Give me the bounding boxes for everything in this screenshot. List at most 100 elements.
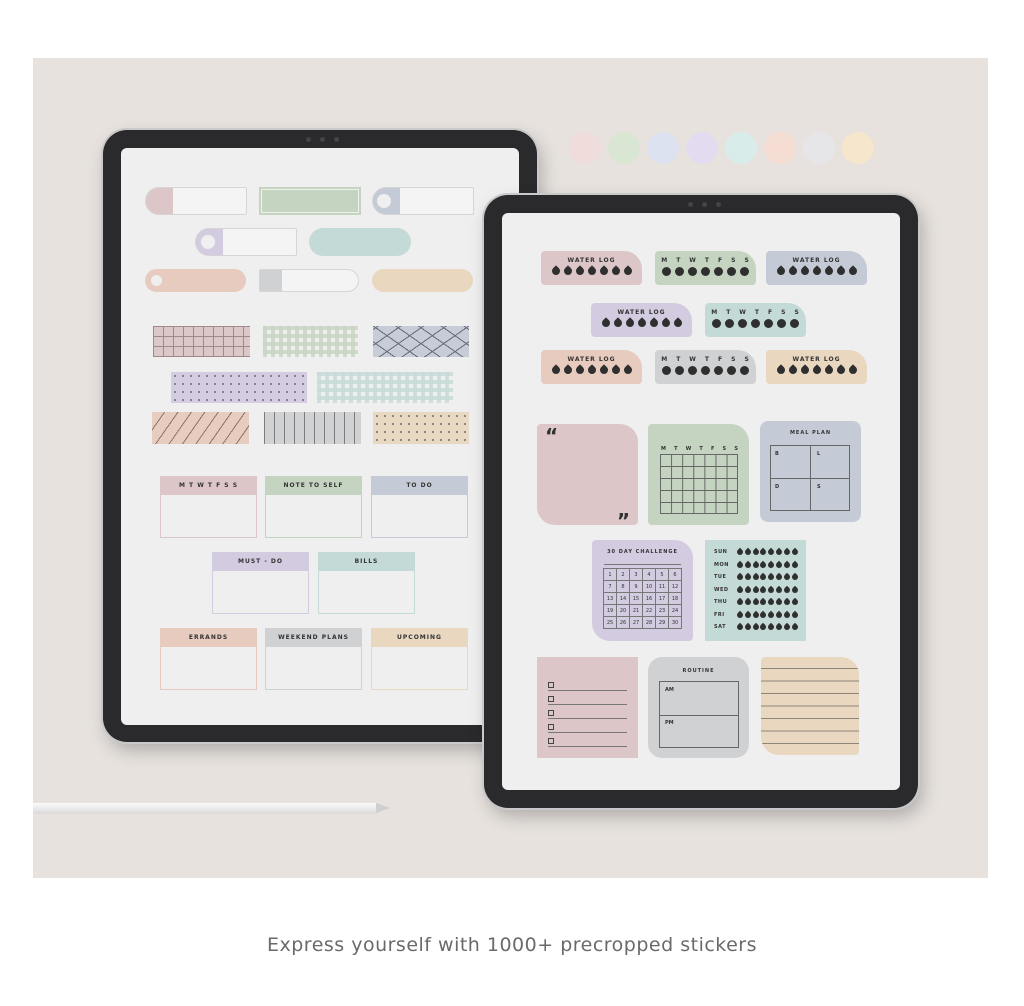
challenge-day: 7 bbox=[603, 580, 617, 593]
calendar-grid bbox=[660, 454, 738, 514]
circle-checkbox bbox=[714, 267, 723, 276]
water-drop-icon bbox=[766, 547, 776, 557]
challenge-day: 15 bbox=[629, 592, 643, 605]
water-drop-icon bbox=[585, 364, 598, 376]
note-card-title: M T W T F S S bbox=[161, 477, 256, 495]
circle-checkbox bbox=[727, 366, 736, 375]
washi-tape bbox=[171, 372, 307, 403]
label-sticker bbox=[259, 187, 361, 215]
challenge-table: 1 2 3 4 5 6 7 8 9 10 11 12 13 14 15 16 17 18 19 20 21 22 23 24 2… bbox=[603, 568, 682, 629]
water-drop-icon bbox=[623, 317, 636, 329]
day-letter: T bbox=[754, 309, 761, 316]
quote-close-mark: ” bbox=[616, 509, 630, 533]
washi-tape bbox=[153, 326, 250, 357]
water-drop-icon bbox=[790, 610, 799, 619]
water-drop-icon bbox=[659, 317, 672, 329]
circle-checkbox bbox=[777, 319, 786, 328]
day-letter: S bbox=[731, 356, 737, 363]
circle-checkbox bbox=[675, 267, 684, 276]
day-letter: M bbox=[711, 309, 719, 316]
checklist-line bbox=[548, 732, 627, 733]
weekday-label: MON bbox=[714, 561, 729, 568]
washi-tape bbox=[373, 326, 469, 357]
water-drop-icon bbox=[743, 622, 753, 632]
checkbox-icon bbox=[548, 682, 554, 688]
challenge-day: 8 bbox=[616, 580, 630, 593]
water-log-label: WATER LOG bbox=[792, 257, 841, 264]
meal-plan-grid: B L D S bbox=[770, 445, 850, 511]
water-drop-icon bbox=[790, 597, 799, 607]
challenge-grid: 1 2 3 4 5 6 7 8 9 10 11 12 13 14 15 16 17 18 19 20 21 22 23 24 2… bbox=[603, 568, 682, 629]
checklist-line bbox=[548, 704, 627, 705]
day-letter: S bbox=[734, 446, 738, 452]
circle-row bbox=[705, 319, 806, 328]
water-drop-icon bbox=[573, 265, 586, 277]
water-drop-icon bbox=[647, 317, 660, 329]
note-card-title: MUST - DO bbox=[213, 553, 308, 571]
water-drop-icon bbox=[759, 585, 768, 594]
circle-checkbox bbox=[751, 319, 760, 328]
camera-icon bbox=[716, 202, 721, 207]
challenge-day: 16 bbox=[642, 592, 656, 605]
water-drop-icon bbox=[790, 585, 799, 594]
day-letter: M bbox=[661, 257, 669, 264]
challenge-day: 12 bbox=[668, 580, 682, 593]
washi-tape bbox=[263, 326, 358, 357]
circle-checkbox bbox=[727, 267, 736, 276]
circle-checkbox bbox=[688, 366, 697, 375]
water-drop-icon bbox=[759, 597, 768, 607]
weekday-label: TUE bbox=[714, 574, 727, 580]
water-drop-icon bbox=[735, 597, 745, 607]
challenge-title: 30 DAY CHALLENGE bbox=[607, 549, 678, 555]
circle-checkbox bbox=[714, 366, 723, 375]
color-swatch bbox=[842, 132, 874, 164]
day-letter: F bbox=[710, 446, 715, 452]
water-drop-icon bbox=[766, 610, 776, 619]
challenge-day: 26 bbox=[616, 616, 630, 629]
challenge-day: 21 bbox=[629, 604, 643, 617]
water-drop-icon bbox=[766, 597, 776, 607]
washi-tape bbox=[152, 412, 249, 444]
drop-row bbox=[766, 265, 867, 277]
water-drop-icon bbox=[549, 265, 562, 277]
day-letter: S bbox=[794, 309, 800, 316]
water-drop-icon bbox=[782, 547, 792, 557]
challenge-day: 3 bbox=[629, 568, 643, 581]
water-drop-icon bbox=[597, 364, 610, 376]
water-drop-icon bbox=[798, 265, 811, 277]
challenge-day: 29 bbox=[655, 616, 669, 629]
challenge-sticker: 30 DAY CHALLENGE 1 2 3 4 5 6 7 8 9 10 11 12 13 14 15 16 1… bbox=[592, 540, 693, 641]
label-hole bbox=[377, 194, 391, 208]
checkbox-icon bbox=[548, 710, 554, 716]
water-drop-icon bbox=[561, 265, 574, 277]
meal-plan-cell-label: B bbox=[775, 451, 779, 457]
note-card-title: WEEKEND PLANS bbox=[266, 629, 361, 647]
circle-row bbox=[655, 366, 756, 375]
water-drop-icon bbox=[766, 560, 776, 569]
water-drop-icon bbox=[798, 364, 811, 376]
water-drop-icon bbox=[735, 585, 745, 594]
checkbox-icon bbox=[548, 696, 554, 702]
circle-checkbox bbox=[701, 267, 710, 276]
challenge-day: 25 bbox=[603, 616, 617, 629]
water-drop-icon bbox=[782, 572, 792, 582]
challenge-day: 14 bbox=[616, 592, 630, 605]
water-drop-icon bbox=[759, 622, 768, 632]
water-drop-icon bbox=[735, 610, 745, 619]
drop-row bbox=[541, 265, 642, 277]
water-drop-icon bbox=[735, 547, 745, 557]
water-log-sticker: WATER LOG bbox=[541, 251, 642, 285]
weekday-label: THU bbox=[714, 599, 728, 605]
water-drop-icon bbox=[782, 560, 792, 569]
challenge-day: 27 bbox=[629, 616, 643, 629]
checkbox-icon bbox=[548, 724, 554, 730]
label-sticker bbox=[259, 269, 359, 292]
challenge-day: 4 bbox=[642, 568, 656, 581]
water-drop-icon bbox=[621, 265, 634, 277]
day-letter: F bbox=[718, 257, 724, 264]
lined-note-sticker bbox=[761, 657, 859, 755]
circle-row bbox=[655, 267, 756, 276]
